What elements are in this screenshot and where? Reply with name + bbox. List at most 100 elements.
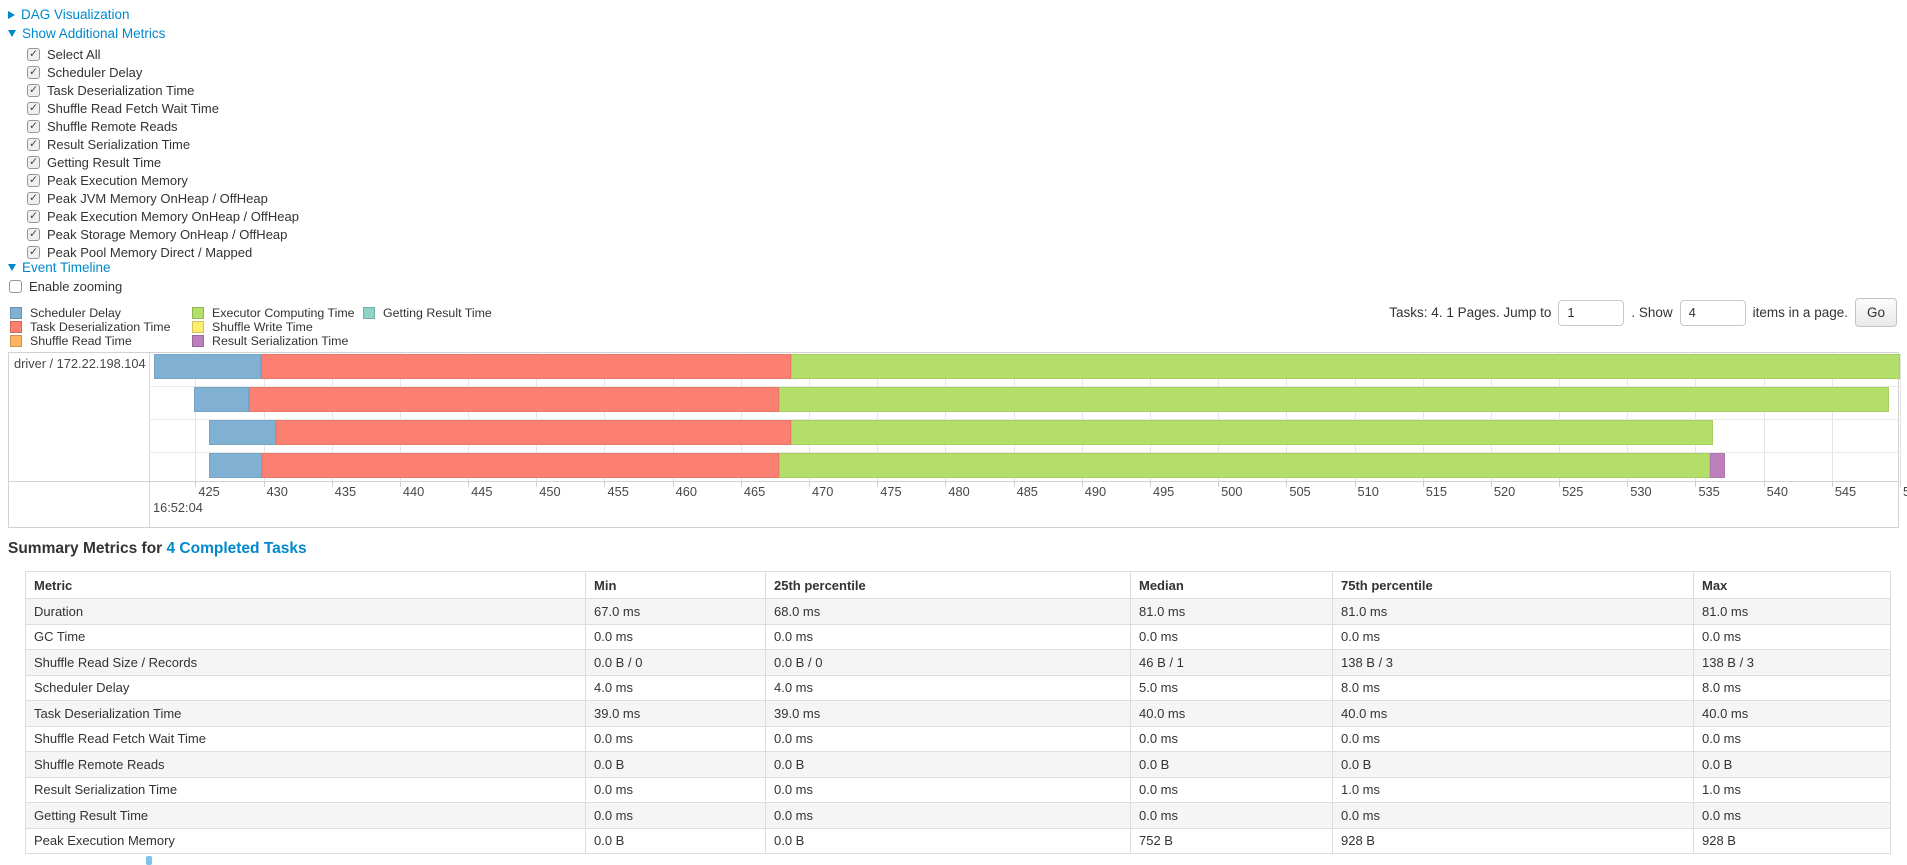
metric-checkbox[interactable]	[27, 191, 40, 205]
summary-value-cell: 0.0 ms	[1693, 725, 1891, 752]
segment-scheduler-delay[interactable]	[194, 387, 249, 412]
enable-zooming-checkbox[interactable]	[9, 280, 22, 293]
axis-tick	[331, 481, 333, 487]
axis-tick	[1013, 481, 1015, 487]
axis-tick	[468, 481, 470, 487]
legend-item: Scheduler Delay	[10, 306, 192, 320]
metric-checkbox-label: Shuffle Remote Reads	[47, 118, 178, 134]
summary-table-row: Shuffle Read Size / Records 0.0 B / 0 0.0 …	[25, 649, 1891, 676]
summary-value-cell: 928 B	[1693, 827, 1891, 854]
axis-tick-label: 455	[607, 484, 629, 499]
summary-table-row: Task Deserialization Time 39.0 ms 39.0 ms 4…	[25, 700, 1891, 727]
grid-line	[1354, 353, 1356, 481]
segment-scheduler-delay[interactable]	[209, 420, 276, 445]
row-separator	[149, 419, 1900, 420]
metric-checkbox-label: Peak Execution Memory OnHeap / OffHeap	[47, 208, 299, 224]
metric-checkbox[interactable]	[27, 47, 40, 61]
axis-tick-label: 515	[1425, 484, 1448, 499]
segment-scheduler-delay[interactable]	[209, 453, 263, 478]
items-per-page-input[interactable]	[1679, 299, 1746, 326]
summary-value-cell: 81.0 ms	[1130, 598, 1333, 625]
legend-label: Executor Computing Time	[212, 306, 355, 320]
axis-tick-label: 495	[1152, 484, 1175, 499]
summary-value-cell: 67.0 ms	[585, 598, 766, 625]
summary-value-cell: 0.0 ms	[765, 802, 1131, 829]
segment-executor-computing[interactable]	[779, 453, 1711, 478]
axis-tick	[263, 481, 265, 487]
summary-value-cell: 1.0 ms	[1332, 776, 1694, 803]
metric-name-cell: Shuffle Read Fetch Wait Time	[25, 725, 586, 752]
axis-tick	[604, 481, 606, 487]
summary-value-cell: 0.0 ms	[585, 725, 766, 752]
axis-tick-label: 530	[1630, 484, 1652, 499]
segment-executor-computing[interactable]	[779, 387, 1890, 412]
summary-value-cell: 928 B	[1332, 827, 1694, 854]
segment-executor-computing[interactable]	[791, 420, 1714, 445]
grid-line	[1627, 353, 1629, 481]
metric-checkbox[interactable]	[27, 155, 40, 169]
legend-swatch	[363, 307, 375, 319]
expanded-arrow-icon	[8, 264, 16, 271]
summary-value-cell: 0.0 B / 0	[585, 649, 766, 676]
metric-name-cell: Shuffle Remote Reads	[25, 751, 586, 778]
legend-column: Scheduler Delay Task Deserialization Time…	[10, 306, 192, 348]
summary-table-row: Getting Result Time 0.0 ms 0.0 ms 0.0 ms 0.0…	[25, 802, 1891, 829]
metric-checkbox-row: Task Deserialization Time	[27, 81, 299, 99]
metric-name-cell: Peak Execution Memory	[25, 827, 586, 854]
metric-checkbox[interactable]	[27, 119, 40, 133]
metrics-checkbox-list: Select All Scheduler Delay Task Deserializ…	[27, 45, 299, 261]
metric-name-cell: Result Serialization Time	[25, 776, 586, 803]
grid-line	[1013, 353, 1015, 481]
axis-tick	[877, 481, 879, 487]
metric-checkbox[interactable]	[27, 173, 40, 187]
summary-value-cell: 40.0 ms	[1693, 700, 1891, 727]
segment-result-serialization[interactable]	[1710, 453, 1726, 478]
segment-scheduler-delay[interactable]	[154, 354, 261, 379]
segment-task-deserialization[interactable]	[260, 354, 792, 379]
table-header: Metric Min 25th percentile Median 75th perce…	[25, 571, 1891, 599]
jump-to-page-input[interactable]	[1558, 299, 1625, 326]
summary-value-cell: 0.0 B	[585, 751, 766, 778]
show-additional-metrics-toggle[interactable]: Show Additional Metrics	[8, 26, 165, 41]
timeline-legend: Scheduler Delay Task Deserialization Time…	[10, 306, 492, 348]
task-pagination: Tasks: 4. 1 Pages. Jump to . Show items …	[1389, 298, 1897, 327]
dag-visualization-toggle[interactable]: DAG Visualization	[8, 7, 130, 22]
axis-tick-label: 520	[1493, 484, 1516, 499]
segment-task-deserialization[interactable]	[275, 420, 792, 445]
metric-checkbox-row: Peak JVM Memory OnHeap / OffHeap	[27, 189, 299, 207]
summary-value-cell: 39.0 ms	[585, 700, 766, 727]
metric-checkbox-row: Shuffle Remote Reads	[27, 117, 299, 135]
event-timeline-toggle[interactable]: Event Timeline	[8, 260, 111, 275]
metric-checkbox[interactable]	[27, 83, 40, 97]
metric-checkbox[interactable]	[27, 227, 40, 241]
legend-label: Shuffle Write Time	[212, 320, 313, 334]
completed-tasks-link[interactable]: 4 Completed Tasks	[166, 540, 307, 557]
axis-tick-label: 425	[198, 484, 220, 499]
legend-swatch	[10, 335, 22, 347]
metric-checkbox[interactable]	[27, 101, 40, 115]
summary-value-cell: 0.0 ms	[1693, 802, 1891, 829]
axis-tick-label: 470	[812, 484, 834, 499]
metric-checkbox[interactable]	[27, 137, 40, 151]
axis-tick-label: 485	[1016, 484, 1038, 499]
metric-checkbox[interactable]	[27, 209, 40, 223]
legend-item: Getting Result Time	[363, 306, 492, 320]
grid-line	[263, 353, 265, 481]
metric-checkbox[interactable]	[27, 245, 40, 259]
axis-tick	[809, 481, 811, 487]
row-separator	[149, 386, 1900, 387]
segment-task-deserialization[interactable]	[262, 453, 780, 478]
segment-task-deserialization[interactable]	[248, 387, 780, 412]
segment-executor-computing[interactable]	[791, 354, 1900, 379]
go-button[interactable]: Go	[1854, 298, 1897, 327]
event-timeline-chart: driver / 172.22.198.104 16:52:04 425 430 4…	[8, 352, 1907, 528]
metric-checkbox[interactable]	[27, 65, 40, 79]
axis-tick-label: 480	[948, 484, 970, 499]
summary-metrics-title: Summary Metrics for 4 Completed Tasks	[8, 540, 307, 558]
axis-tick-label: 475	[880, 484, 902, 499]
axis-tick-label: 460	[675, 484, 698, 499]
axis-tick-label: 550	[1903, 484, 1907, 499]
summary-header-cell: Metric	[25, 571, 586, 599]
summary-value-cell: 0.0 ms	[765, 623, 1131, 650]
